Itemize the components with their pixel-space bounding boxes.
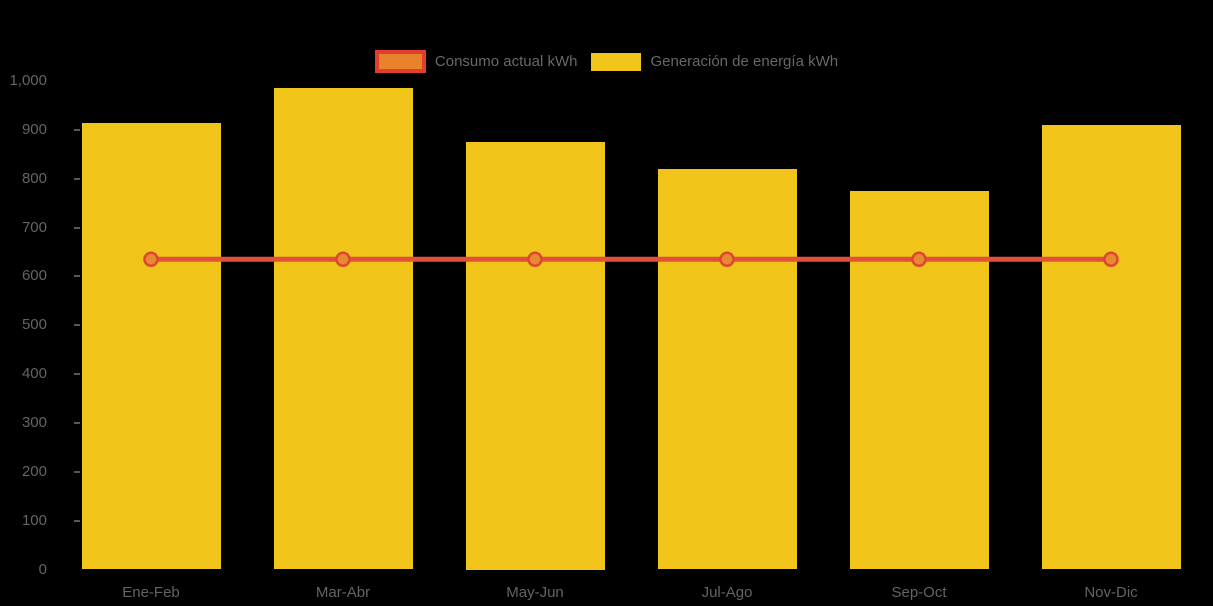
chart-legend: Consumo actual kWh Generación de energía… bbox=[0, 50, 1213, 73]
bar-Jul-Ago[interactable] bbox=[657, 168, 797, 570]
x-axis-label-Sep-Oct: Sep-Oct bbox=[891, 584, 947, 601]
y-axis-tick bbox=[74, 226, 80, 229]
x-axis-label-May-Jun: May-Jun bbox=[506, 584, 564, 601]
bar-May-Jun[interactable] bbox=[465, 142, 605, 570]
y-axis-label: 900 bbox=[21, 120, 47, 138]
x-axis-label-Mar-Abr: Mar-Abr bbox=[315, 584, 371, 601]
x-axis-label-Nov-Dic: Nov-Dic bbox=[1084, 584, 1138, 601]
y-axis-label: 100 bbox=[21, 511, 47, 529]
legend-item-consumo[interactable]: Consumo actual kWh bbox=[374, 50, 578, 73]
legend-line-swatch-icon bbox=[374, 50, 426, 73]
y-axis-label: 0 bbox=[38, 560, 47, 578]
y-axis-tick bbox=[74, 128, 80, 131]
line-marker-Nov-Dic[interactable] bbox=[1103, 251, 1119, 268]
line-marker-Ene-Feb[interactable] bbox=[143, 251, 159, 268]
line-marker-Jul-Ago[interactable] bbox=[719, 251, 735, 268]
y-axis-label: 300 bbox=[21, 413, 47, 431]
y-axis-tick bbox=[74, 421, 80, 424]
y-axis-tick bbox=[74, 373, 80, 376]
y-axis-tick bbox=[74, 275, 80, 278]
y-axis-tick bbox=[74, 519, 80, 522]
y-axis-label: 400 bbox=[21, 365, 47, 383]
legend-bar-swatch-icon bbox=[591, 52, 642, 71]
line-marker-May-Jun[interactable] bbox=[527, 251, 543, 268]
y-axis-label: 500 bbox=[21, 316, 47, 334]
bar-Mar-Abr[interactable] bbox=[273, 88, 413, 570]
y-axis-tick bbox=[74, 177, 80, 180]
bar-Nov-Dic[interactable] bbox=[1041, 124, 1181, 570]
line-marker-Mar-Abr[interactable] bbox=[335, 251, 351, 268]
bar-Ene-Feb[interactable] bbox=[81, 122, 221, 570]
y-axis-tick bbox=[74, 470, 80, 473]
legend-label-consumo: Consumo actual kWh bbox=[434, 53, 578, 70]
x-axis-label-Ene-Feb: Ene-Feb bbox=[122, 584, 180, 601]
y-axis-label: 800 bbox=[21, 169, 47, 187]
legend-item-generacion[interactable]: Generación de energía kWh bbox=[591, 52, 839, 71]
line-marker-Sep-Oct[interactable] bbox=[911, 251, 927, 268]
y-axis-label: 200 bbox=[21, 462, 47, 480]
y-axis-label: 600 bbox=[21, 267, 47, 285]
legend-label-generacion: Generación de energía kWh bbox=[650, 53, 839, 70]
y-axis-label: 700 bbox=[21, 218, 47, 236]
x-axis-label-Jul-Ago: Jul-Ago bbox=[701, 584, 753, 601]
y-axis-tick bbox=[74, 324, 80, 327]
y-axis-label: 1,000 bbox=[9, 72, 47, 89]
